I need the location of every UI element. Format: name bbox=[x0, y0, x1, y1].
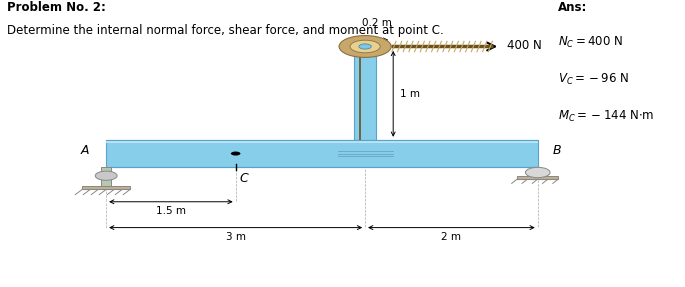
Bar bbox=[82, 186, 130, 189]
Text: 1.5 m: 1.5 m bbox=[156, 206, 186, 216]
Circle shape bbox=[95, 171, 117, 180]
Text: 2 m: 2 m bbox=[441, 232, 462, 242]
Text: C: C bbox=[239, 172, 248, 185]
Text: 0.2 m: 0.2 m bbox=[362, 18, 392, 28]
Text: 400 N: 400 N bbox=[507, 38, 542, 52]
Text: Determine the internal normal force, shear force, and moment at point C.: Determine the internal normal force, she… bbox=[7, 24, 444, 36]
Text: Problem No. 2:: Problem No. 2: bbox=[7, 1, 105, 14]
Text: $M_C = -144\ \mathrm{N{\cdot}m}$: $M_C = -144\ \mathrm{N{\cdot}m}$ bbox=[558, 109, 655, 124]
Bar bbox=[354, 48, 376, 140]
Circle shape bbox=[231, 152, 240, 156]
Text: A: A bbox=[81, 144, 89, 157]
Text: Ans:: Ans: bbox=[558, 1, 588, 14]
Text: $N_C = 400\ \mathrm{N}$: $N_C = 400\ \mathrm{N}$ bbox=[558, 34, 623, 50]
Bar bbox=[106, 140, 538, 143]
Text: 3 m: 3 m bbox=[225, 232, 246, 242]
Text: $V_C = -96\ \mathrm{N}$: $V_C = -96\ \mathrm{N}$ bbox=[558, 72, 630, 87]
Bar bbox=[106, 140, 538, 167]
Circle shape bbox=[350, 40, 380, 53]
Bar bbox=[517, 176, 558, 179]
Circle shape bbox=[525, 167, 550, 178]
Text: 1 m: 1 m bbox=[400, 89, 420, 99]
Circle shape bbox=[359, 44, 371, 49]
Text: B: B bbox=[553, 144, 562, 157]
Circle shape bbox=[339, 36, 391, 57]
Bar bbox=[101, 167, 111, 186]
